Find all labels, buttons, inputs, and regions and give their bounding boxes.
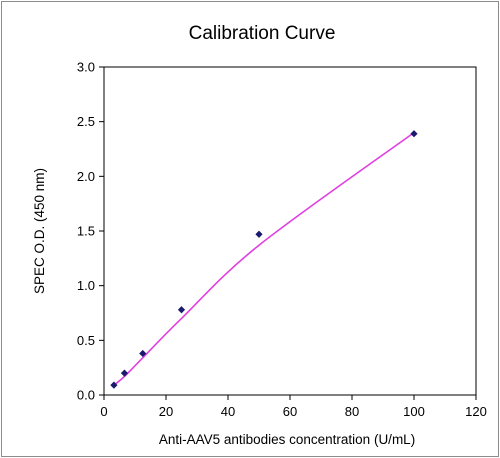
y-tick-label: 1.0 (77, 278, 95, 293)
plot-area: 0.0 0.5 1.0 1.5 2.0 2.5 3.0 0 20 40 60 80 100 120 (77, 60, 487, 420)
fit-curve (113, 131, 415, 386)
y-axis-label: SPEC O.D. (450 nm) (32, 168, 47, 294)
data-point (120, 369, 129, 377)
x-tick-label: 120 (465, 404, 487, 419)
x-tick-label: 20 (159, 404, 173, 419)
x-tick-label: 40 (221, 404, 235, 419)
chart-title: Calibration Curve (189, 23, 336, 44)
data-point (139, 349, 147, 358)
data-point (410, 130, 418, 138)
data-point (177, 306, 186, 314)
y-tick-label: 1.5 (77, 224, 95, 239)
y-tick-label: 0.5 (77, 333, 95, 348)
x-tick-label: 0 (100, 404, 107, 419)
data-point (255, 230, 263, 238)
y-tick-label: 2.5 (77, 114, 95, 129)
y-tick-label: 0.0 (77, 388, 95, 403)
x-tick-label: 80 (345, 404, 359, 419)
x-tick-label: 100 (403, 404, 425, 419)
y-tick-label: 3.0 (77, 60, 95, 75)
y-tick-label: 2.0 (77, 169, 95, 184)
x-tick-label: 60 (283, 404, 297, 419)
plot-border (103, 66, 477, 396)
data-point (110, 381, 118, 389)
x-axis-label: Anti-AAV5 antibodies concentration (U/mL… (159, 432, 415, 447)
